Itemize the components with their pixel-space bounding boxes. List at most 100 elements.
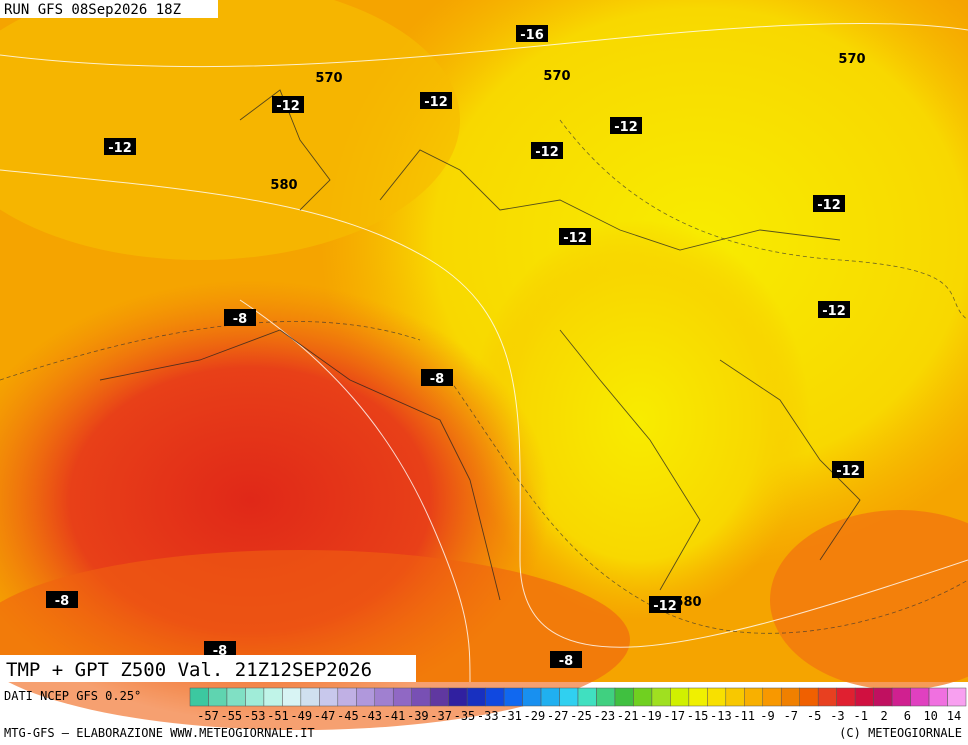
contour-label: -12 [817,198,841,213]
contour-label: 580 [270,178,297,193]
scale-swatch [485,687,505,707]
contour-label-box [421,369,453,386]
scale-swatch [282,687,302,707]
scale-label: 2 [880,709,887,723]
scale-swatch [651,687,671,707]
scale-swatch [762,687,782,707]
scale-swatch [633,687,653,707]
scale-swatch [411,687,431,707]
contour-label: -16 [520,28,544,43]
contour-label-box [420,92,452,109]
run-label: RUN GFS 08Sep2026 18Z [4,2,181,18]
scale-label: -3 [830,709,844,723]
scale-swatch [540,687,560,707]
scale-swatch [356,687,376,707]
scale-label: -23 [593,709,615,723]
contour-label: -12 [424,95,448,110]
scale-swatch [947,687,967,707]
contour-label-box [649,596,681,613]
contour-label-box [104,138,136,155]
color-scale: -57 -55 -53 -51 -49 -47 -45 -43 -41 -39 -37 -35 -33-… [189,687,967,723]
scale-label: -49 [290,709,312,723]
scale-swatch [448,687,468,707]
scale-label: -35 [454,709,476,723]
contour-label-box [832,461,864,478]
scale-label: -51 [267,709,289,723]
scale-label: -25 [570,709,592,723]
scale-swatch [429,687,449,707]
scale-swatch [245,687,265,707]
credit-label: MTG-GFS — ELABORAZIONE WWW.METEOGIORNALE… [4,726,315,740]
contour-label: 570 [315,71,342,86]
scale-swatch [226,687,246,707]
contour-label-box [559,228,591,245]
scale-label: -39 [407,709,429,723]
scale-label: -53 [244,709,266,723]
scale-swatch [522,687,542,707]
scale-swatch [596,687,616,707]
scale-swatch [263,687,283,707]
scale-label: -45 [337,709,359,723]
scale-label: -37 [430,709,452,723]
scale-label: -5 [807,709,821,723]
map-title: TMP + GPT Z500 Val. 21Z12SEP2026 [6,659,372,681]
scale-swatch [817,687,837,707]
contour-label: -12 [276,99,300,114]
scale-swatch [670,687,690,707]
title-box [0,655,416,682]
scale-swatch [577,687,597,707]
scale-label: -41 [384,709,406,723]
copyright-label: (C) METEOGIORNALE [839,726,962,740]
contour-label-box [272,96,304,113]
contour-label-box [813,195,845,212]
contour-label-box [204,641,236,658]
scale-label: -7 [784,709,798,723]
scale-swatch [300,687,320,707]
scale-swatch [208,687,228,707]
scale-swatch [707,687,727,707]
contour-label: -12 [653,599,677,614]
contour-label: -12 [108,141,132,156]
scale-swatch [799,687,819,707]
scale-swatch [910,687,930,707]
scale-label: -13 [710,709,732,723]
scale-label: -17 [663,709,685,723]
scale-swatch [836,687,856,707]
scale-label: -15 [687,709,709,723]
scale-swatch [688,687,708,707]
scale-label: -9 [760,709,774,723]
scale-swatch [725,687,745,707]
scale-label: -57 [197,709,219,723]
scale-label: -33 [477,709,499,723]
scale-label: -19 [640,709,662,723]
source-label: DATI NCEP GFS 0.25° [4,689,141,703]
contour-label-box [46,591,78,608]
contour-label: -8 [559,654,573,669]
contour-label: -12 [836,464,860,479]
scale-label: 14 [947,709,961,723]
contour-label: -12 [535,145,559,160]
contour-label: 580 [674,595,701,610]
contour-label-box [531,142,563,159]
contour-label: -12 [563,231,587,246]
contour-label-box [516,25,548,42]
contour-label-box [610,117,642,134]
scale-swatch [374,687,394,707]
scale-swatch [854,687,874,707]
scale-label: -29 [524,709,546,723]
scale-label: 10 [923,709,937,723]
scale-label: -11 [733,709,755,723]
contour-label: -12 [822,304,846,319]
contour-label-box [550,651,582,668]
scale-swatch [780,687,800,707]
scale-swatch [559,687,579,707]
scale-swatch [319,687,339,707]
scale-label: -43 [360,709,382,723]
scale-swatch [503,687,523,707]
scale-label: -47 [314,709,336,723]
scale-swatch [873,687,893,707]
scale-swatch [744,687,764,707]
